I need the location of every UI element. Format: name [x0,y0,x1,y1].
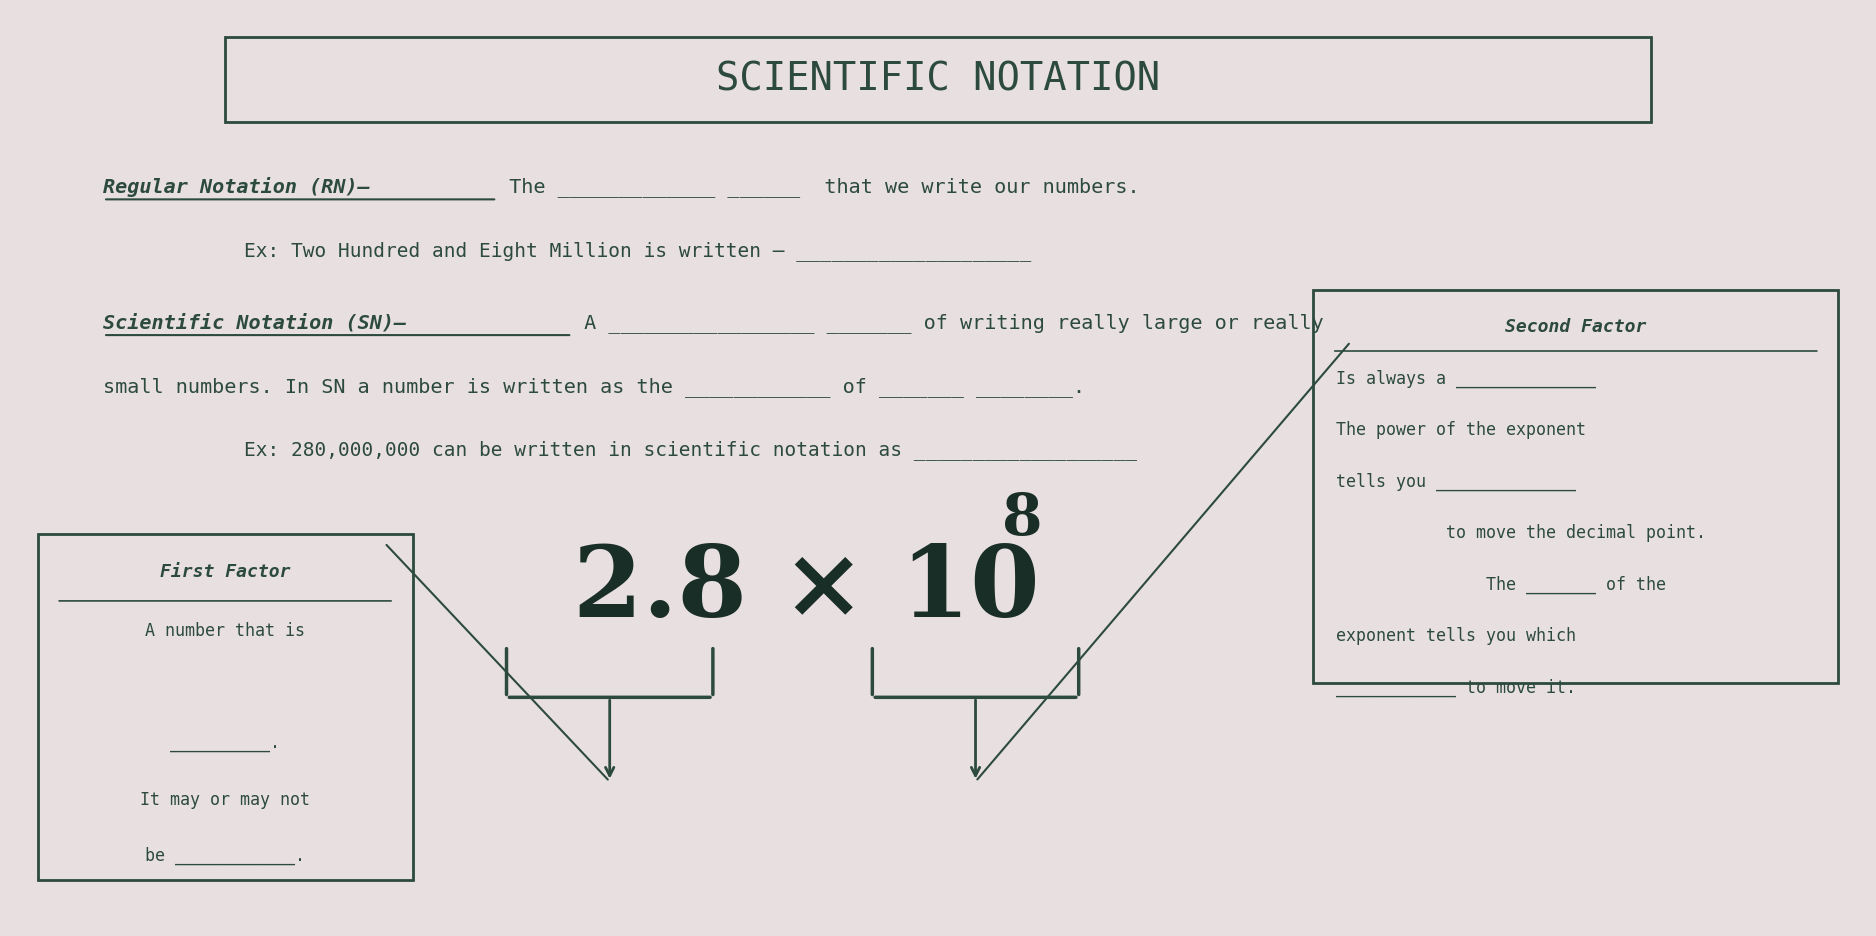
Text: to move the decimal point.: to move the decimal point. [1446,524,1705,542]
Text: It may or may not: It may or may not [141,791,310,809]
Text: Regular Notation (RN)–: Regular Notation (RN)– [103,177,370,197]
Text: Ex: 280,000,000 can be written in scientific notation as ___________________: Ex: 280,000,000 can be written in scient… [244,440,1137,461]
Text: 2.8 × 10: 2.8 × 10 [574,541,1039,638]
Text: tells you ______________: tells you ______________ [1336,473,1576,491]
Text: The _______ of the: The _______ of the [1486,576,1666,594]
Text: Ex: Two Hundred and Eight Million is written – ____________________: Ex: Two Hundred and Eight Million is wri… [244,241,1032,261]
Text: exponent tells you which: exponent tells you which [1336,627,1576,645]
Text: ____________ to move it.: ____________ to move it. [1336,679,1576,697]
Text: be ____________.: be ____________. [144,847,306,866]
Text: Second Factor: Second Factor [1505,318,1647,336]
Text: Scientific Notation (SN)–: Scientific Notation (SN)– [103,314,407,332]
Text: small numbers. In SN a number is written as the ____________ of _______ ________: small numbers. In SN a number is written… [103,376,1086,397]
Text: SCIENTIFIC NOTATION: SCIENTIFIC NOTATION [717,61,1159,98]
Text: The _____________ ______  that we write our numbers.: The _____________ ______ that we write o… [497,177,1141,197]
Text: 8: 8 [1002,491,1043,548]
Text: The power of the exponent: The power of the exponent [1336,421,1585,439]
Text: Is always a ______________: Is always a ______________ [1336,370,1596,388]
Text: First Factor: First Factor [159,563,291,581]
Text: __________.: __________. [171,735,280,753]
Text: A _________________ _______ of writing really large or really: A _________________ _______ of writing r… [572,313,1324,333]
Text: A number that is: A number that is [144,622,306,640]
